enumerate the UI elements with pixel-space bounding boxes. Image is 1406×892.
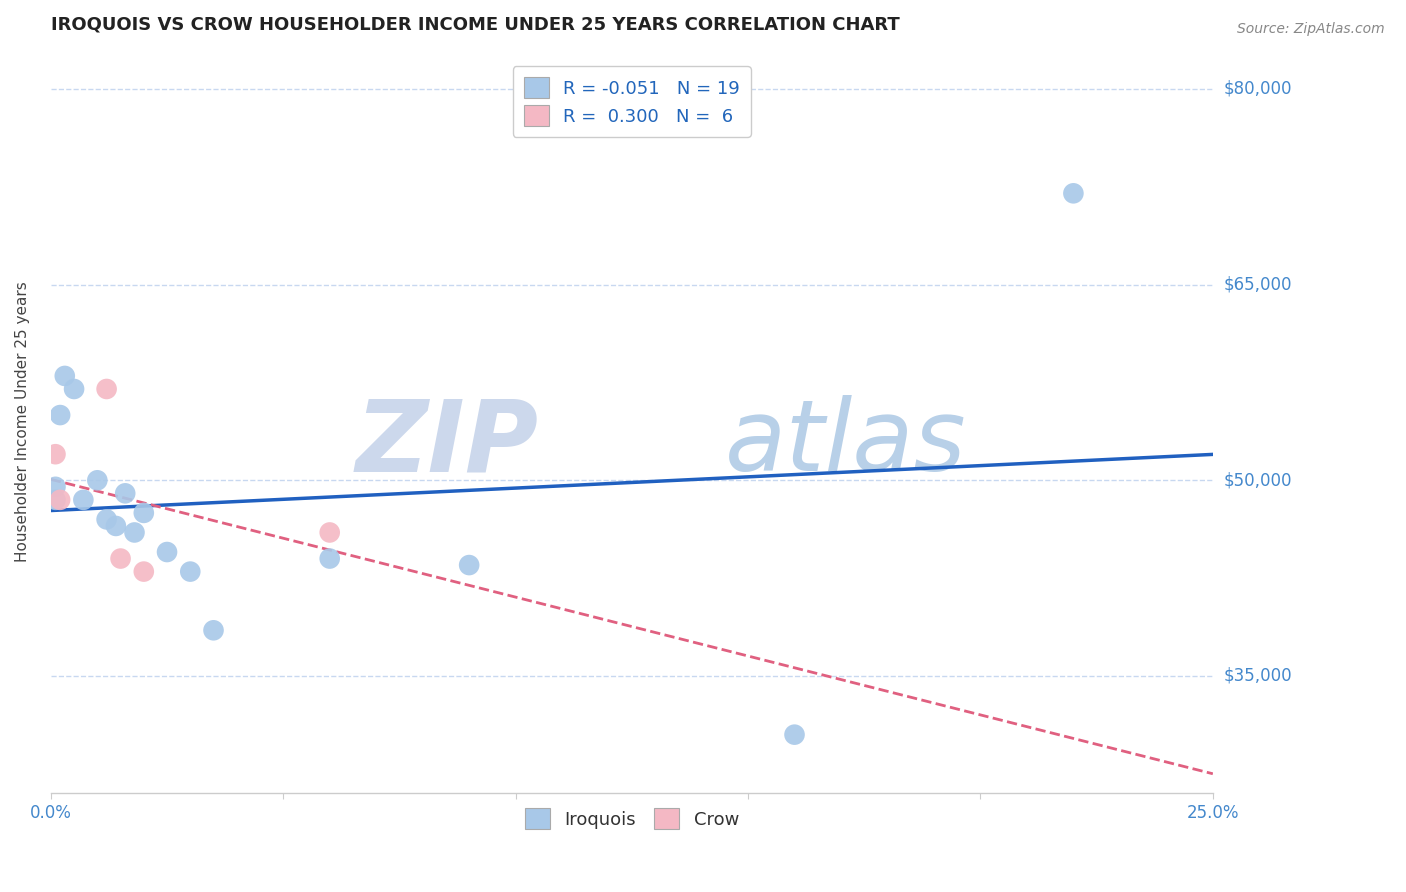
Y-axis label: Householder Income Under 25 years: Householder Income Under 25 years <box>15 281 30 562</box>
Point <box>72 492 94 507</box>
Point <box>44 480 66 494</box>
Point <box>202 624 225 638</box>
Point <box>86 473 108 487</box>
Point <box>319 551 342 566</box>
Point <box>179 565 201 579</box>
Text: ZIP: ZIP <box>356 395 538 492</box>
Point <box>783 728 806 742</box>
Point <box>124 525 146 540</box>
Text: atlas: atlas <box>725 395 966 492</box>
Point <box>63 382 86 396</box>
Point <box>96 512 118 526</box>
Point <box>49 492 72 507</box>
Text: $80,000: $80,000 <box>1225 80 1292 98</box>
Point <box>44 447 66 461</box>
Point <box>44 492 66 507</box>
Point <box>110 551 132 566</box>
Point <box>458 558 481 572</box>
Text: IROQUOIS VS CROW HOUSEHOLDER INCOME UNDER 25 YEARS CORRELATION CHART: IROQUOIS VS CROW HOUSEHOLDER INCOME UNDE… <box>51 15 900 33</box>
Point <box>104 519 127 533</box>
Point <box>114 486 136 500</box>
Legend: Iroquois, Crow: Iroquois, Crow <box>517 801 747 837</box>
Point <box>49 408 72 422</box>
Point <box>319 525 342 540</box>
Text: $65,000: $65,000 <box>1225 276 1292 293</box>
Point <box>96 382 118 396</box>
Point <box>53 368 76 383</box>
Point <box>132 565 155 579</box>
Text: $35,000: $35,000 <box>1225 667 1292 685</box>
Text: $50,000: $50,000 <box>1225 471 1292 490</box>
Point <box>132 506 155 520</box>
Text: Source: ZipAtlas.com: Source: ZipAtlas.com <box>1237 22 1385 37</box>
Point <box>156 545 179 559</box>
Point <box>1062 186 1084 201</box>
